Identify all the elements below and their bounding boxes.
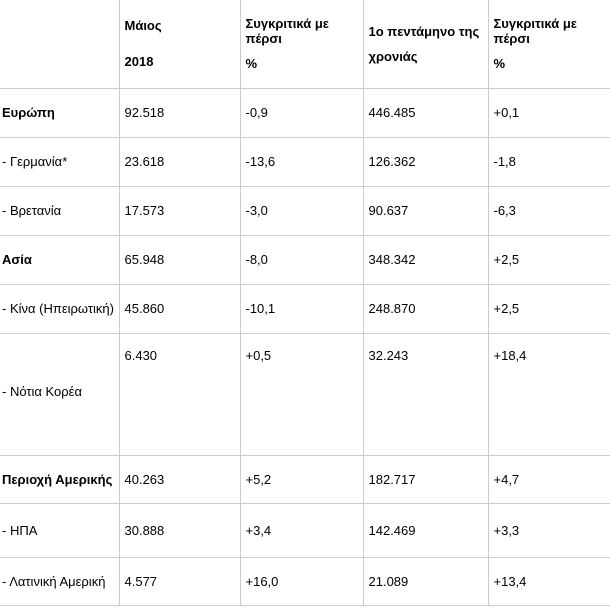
value-ytd: 90.637 (362, 186, 488, 236)
value-may: 40.263 (118, 455, 240, 504)
column-header-first-five-months: 1ο πεντάμηνο της χρονιάς (362, 0, 488, 89)
table-row-americas: Περιοχή Αμερικής 40.263 +5,2 182.717 +4,… (0, 455, 610, 504)
table-row-south-korea: - Νότια Κορέα 6.430 +0,5 32.243 +18,4 (0, 333, 610, 456)
column-header-may-2018: Μάιος 2018 (118, 0, 240, 89)
value-may: 65.948 (118, 235, 240, 285)
row-label: - Βρετανία (0, 186, 119, 236)
row-label: - Κίνα (Ηπειρωτική) (0, 284, 119, 334)
value-ytd: 126.362 (362, 137, 488, 187)
header-line: Συγκριτικά με πέρσι (493, 16, 577, 47)
header-line: Συγκριτικά με πέρσι (245, 16, 329, 47)
value-yoy: -3,0 (239, 186, 363, 236)
row-label: - Γερμανία* (0, 137, 119, 187)
table-row-britain: - Βρετανία 17.573 -3,0 90.637 -6,3 (0, 186, 610, 236)
column-header-vs-last-year: Συγκριτικά με πέρσι % (239, 0, 363, 89)
value-may: 23.618 (118, 137, 240, 187)
row-label: - ΗΠΑ (0, 503, 119, 558)
value-ytd: 248.870 (362, 284, 488, 334)
header-line: Μάιος (124, 18, 162, 34)
value-may: 4.577 (118, 557, 240, 606)
value-may: 45.860 (118, 284, 240, 334)
value-may: 6.430 (118, 333, 240, 456)
value-ytd: 182.717 (362, 455, 488, 504)
value-ytd: 21.089 (362, 557, 488, 606)
header-line: χρονιάς (368, 48, 418, 64)
value-yoy: -8,0 (239, 235, 363, 285)
row-label: - Νότια Κορέα (0, 333, 119, 456)
column-header-ytd-vs-last-year: Συγκριτικά με πέρσι % (487, 0, 610, 89)
value-ytd: 348.342 (362, 235, 488, 285)
value-yoy: -10,1 (239, 284, 363, 334)
value-yoy: +0,5 (239, 333, 363, 456)
value-ytd-yoy: -6,3 (487, 186, 610, 236)
header-line: % (493, 56, 506, 72)
row-label: Ασία (0, 235, 119, 285)
row-label: Περιοχή Αμερικής (0, 455, 119, 504)
value-may: 17.573 (118, 186, 240, 236)
table-row-china: - Κίνα (Ηπειρωτική) 45.860 -10,1 248.870… (0, 284, 610, 334)
value-yoy: +16,0 (239, 557, 363, 606)
value-may: 92.518 (118, 88, 240, 138)
value-ytd-yoy: +18,4 (487, 333, 610, 456)
value-yoy: -0,9 (239, 88, 363, 138)
value-ytd-yoy: +3,3 (487, 503, 610, 558)
table-row-usa: - ΗΠΑ 30.888 +3,4 142.469 +3,3 (0, 503, 610, 558)
value-yoy: +3,4 (239, 503, 363, 558)
header-line: % (245, 56, 258, 72)
value-may: 30.888 (118, 503, 240, 558)
table-row-germany: - Γερμανία* 23.618 -13,6 126.362 -1,8 (0, 137, 610, 187)
value-ytd-yoy: +2,5 (487, 235, 610, 285)
header-line: 2018 (124, 54, 154, 70)
header-row: Μάιος 2018 Συγκριτικά με πέρσι % 1ο πεντ… (0, 0, 610, 89)
value-ytd-yoy: +0,1 (487, 88, 610, 138)
value-yoy: +5,2 (239, 455, 363, 504)
header-line: 1ο πεντάμηνο της (368, 23, 480, 39)
row-label: Ευρώπη (0, 88, 119, 138)
value-ytd: 446.485 (362, 88, 488, 138)
value-ytd: 142.469 (362, 503, 488, 558)
value-yoy: -13,6 (239, 137, 363, 187)
table-row-asia: Ασία 65.948 -8,0 348.342 +2,5 (0, 235, 610, 285)
table-row-europe: Ευρώπη 92.518 -0,9 446.485 +0,1 (0, 88, 610, 138)
table-row-latin-america: - Λατινική Αμερική 4.577 +16,0 21.089 +1… (0, 557, 610, 606)
value-ytd-yoy: +13,4 (487, 557, 610, 606)
corner-cell (0, 0, 119, 89)
value-ytd: 32.243 (362, 333, 488, 456)
row-label: - Λατινική Αμερική (0, 557, 119, 606)
value-ytd-yoy: -1,8 (487, 137, 610, 187)
value-ytd-yoy: +2,5 (487, 284, 610, 334)
value-ytd-yoy: +4,7 (487, 455, 610, 504)
